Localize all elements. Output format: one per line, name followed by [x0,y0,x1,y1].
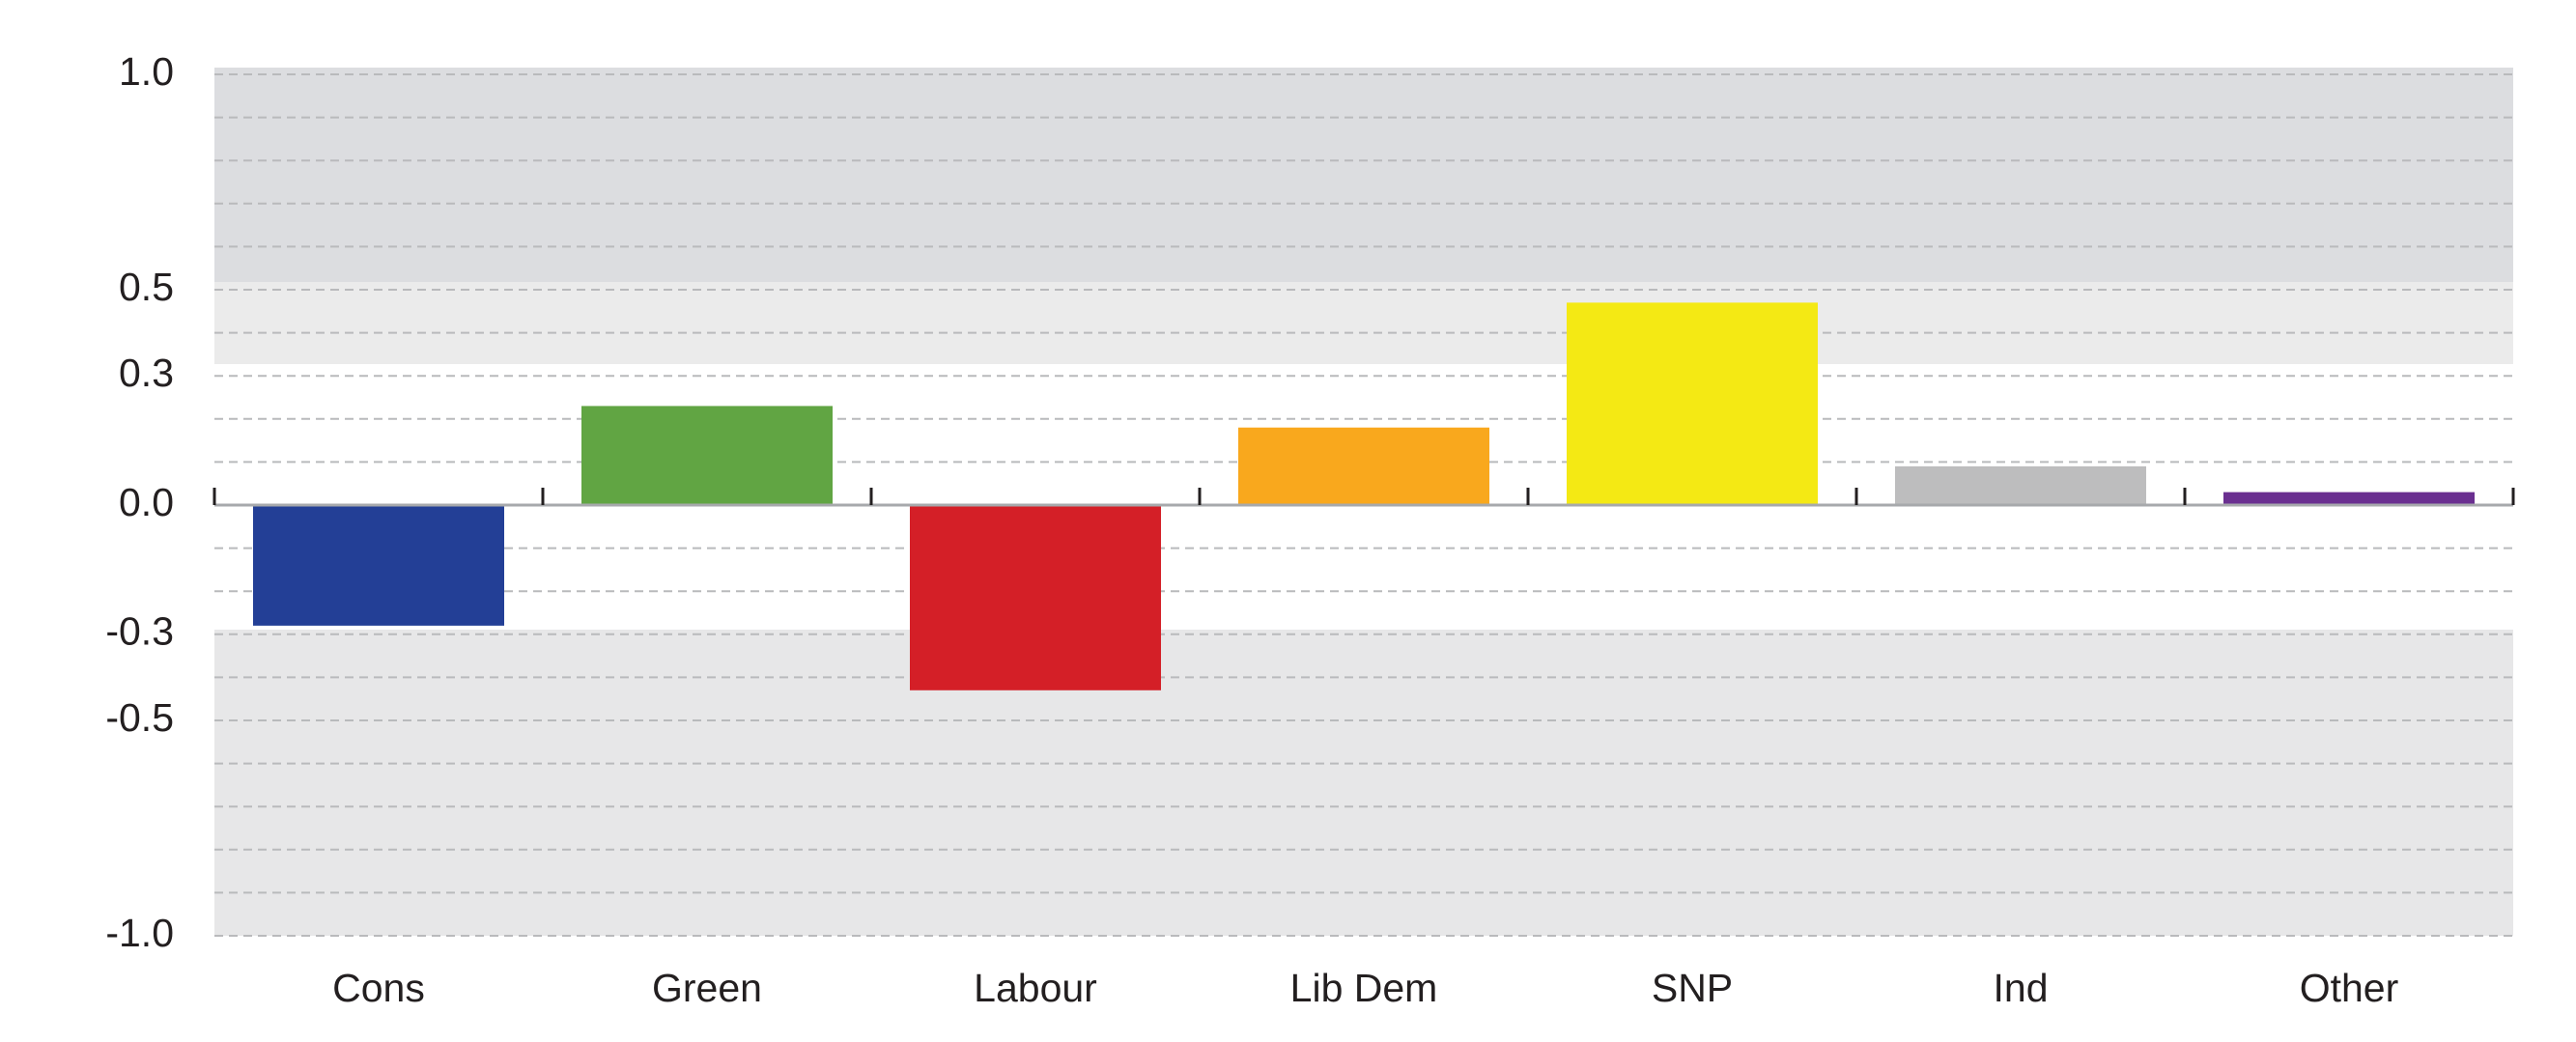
x-tick-label: Green [652,966,762,1010]
y-tick-label: -0.3 [105,609,174,654]
y-tick-label: 0.0 [119,480,174,524]
bar [910,505,1161,690]
bar [1238,427,1489,505]
x-tick-label: Other [2300,966,2399,1010]
x-tick-label: SNP [1652,966,1733,1010]
bar [2223,492,2475,505]
x-tick-label: Ind [1994,966,2049,1010]
x-tick-label: Cons [332,966,425,1010]
bar [1567,302,1818,505]
y-tick-label: 0.5 [119,265,174,309]
x-tick-label: Lib Dem [1290,966,1438,1010]
y-tick-label: -1.0 [105,911,174,955]
plot-background [214,68,2513,936]
bar [253,505,504,626]
x-tick-label: Labour [974,966,1097,1010]
band-light [214,630,2513,936]
y-tick-label: 0.3 [119,351,174,395]
y-tick-label: 1.0 [119,49,174,94]
band-light [214,282,2513,364]
bar [581,406,833,505]
bar [1895,465,2146,505]
y-tick-label: -0.5 [105,695,174,740]
band-dark [214,68,2513,282]
